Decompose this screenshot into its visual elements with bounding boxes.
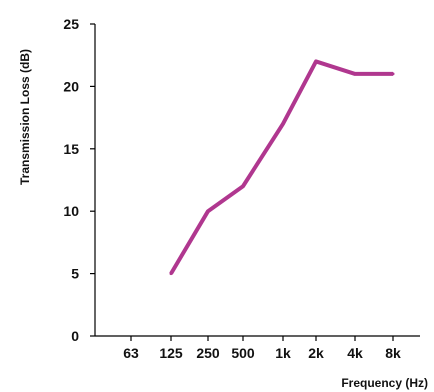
y-tick-label: 25 xyxy=(63,16,79,32)
x-tick-label: 2k xyxy=(308,345,324,361)
x-tick-label: 63 xyxy=(123,345,139,361)
y-tick-label: 15 xyxy=(63,141,79,157)
data-point xyxy=(353,72,357,76)
data-point xyxy=(169,272,173,276)
y-tick-label: 0 xyxy=(71,328,79,344)
y-axis-title: Transmission Loss (dB) xyxy=(18,49,32,185)
y-ticks: 0 5 10 15 20 25 xyxy=(63,16,95,344)
x-tick-label: 250 xyxy=(196,345,220,361)
data-point xyxy=(391,72,395,76)
series-line xyxy=(169,59,393,275)
x-axis-title: Frequency (Hz) xyxy=(341,376,428,390)
y-tick-label: 20 xyxy=(63,78,79,94)
x-tick-label: 1k xyxy=(275,345,291,361)
x-tick-label: 125 xyxy=(159,345,183,361)
x-tick-label: 4k xyxy=(347,345,363,361)
y-tick-label: 5 xyxy=(71,266,79,282)
data-point xyxy=(206,209,210,213)
x-ticks: 63 125 250 500 1k 2k 4k 8k xyxy=(123,336,401,361)
x-tick-label: 500 xyxy=(231,345,255,361)
data-point xyxy=(314,59,318,63)
data-point xyxy=(281,122,285,126)
data-point xyxy=(241,184,245,188)
y-tick-label: 10 xyxy=(63,203,79,219)
x-tick-label: 8k xyxy=(385,345,401,361)
series-layer xyxy=(169,59,395,276)
